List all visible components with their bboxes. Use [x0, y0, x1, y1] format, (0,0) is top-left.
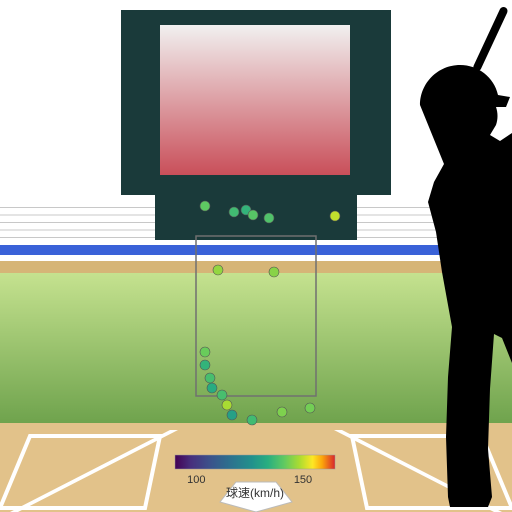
- pitch-marker: [227, 410, 237, 420]
- legend-tick: 150: [294, 474, 312, 486]
- pitch-marker: [200, 201, 210, 211]
- pitch-marker: [200, 360, 210, 370]
- pitch-marker: [330, 211, 340, 221]
- pitch-marker: [200, 347, 210, 357]
- pitch-marker: [269, 267, 279, 277]
- warning-track: [0, 261, 512, 273]
- scoreboard: [121, 10, 391, 240]
- pitch-marker: [229, 207, 239, 217]
- pitch-marker: [222, 400, 232, 410]
- wall-blue: [0, 245, 512, 255]
- pitch-marker: [217, 390, 227, 400]
- wall-white: [0, 255, 512, 261]
- pitch-marker: [264, 213, 274, 223]
- outfield-grass: [0, 273, 512, 423]
- legend-label: 球速(km/h): [226, 486, 284, 500]
- pitch-location-chart: 100 150 球速(km/h): [0, 0, 512, 512]
- pitch-marker: [205, 373, 215, 383]
- pitch-marker: [248, 210, 258, 220]
- pitch-marker: [277, 407, 287, 417]
- pitch-marker: [305, 403, 315, 413]
- legend-tick: 100: [187, 474, 205, 486]
- pitch-marker: [247, 415, 257, 425]
- scoreboard-screen: [160, 25, 350, 175]
- pitch-marker: [207, 383, 217, 393]
- pitch-marker: [213, 265, 223, 275]
